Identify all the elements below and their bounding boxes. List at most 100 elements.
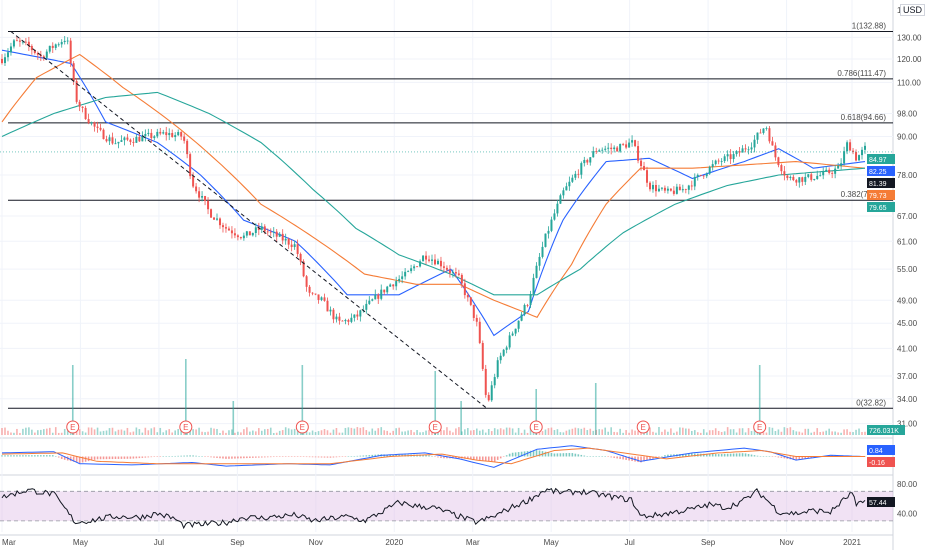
volume-bar (28, 427, 30, 435)
earnings-marker[interactable]: E (66, 420, 80, 434)
volume-bar (562, 432, 565, 435)
currency-label[interactable]: USD (900, 4, 926, 16)
volume-bar (335, 427, 338, 435)
macd-histogram-bar (320, 456, 323, 458)
value-tag-bg (867, 190, 895, 200)
candle-body (99, 127, 102, 130)
volume-bar (708, 430, 711, 435)
volume-bar (855, 429, 857, 435)
macd-histogram-bar (359, 455, 362, 457)
macd-histogram-bar (60, 456, 63, 459)
earnings-marker[interactable]: E (428, 420, 442, 434)
macd-histogram-bar (682, 453, 684, 457)
volume-bar (637, 431, 639, 435)
macd-histogram-bar (81, 456, 84, 463)
macd-histogram-bar (225, 456, 227, 459)
volume-bar (362, 427, 365, 435)
candle-body (595, 151, 598, 152)
macd-histogram-bar (111, 456, 114, 460)
candle-body (389, 284, 392, 287)
candle-body (317, 294, 320, 300)
candle-body (864, 145, 866, 150)
candle-body (60, 41, 63, 45)
candle-body (24, 41, 27, 43)
rsi-value-tag: 57.44 (867, 497, 895, 507)
trendline[interactable] (10, 30, 488, 409)
volume-bar (750, 431, 753, 435)
macd-histogram-bar (13, 455, 15, 457)
macd-histogram-bar (57, 456, 60, 458)
volume-bar (102, 430, 105, 435)
earnings-marker[interactable]: E (753, 420, 767, 434)
macd-histogram-bar (720, 453, 723, 457)
volume-bar (831, 431, 833, 435)
candle-body (126, 137, 129, 140)
candle-body (221, 225, 224, 228)
volume-bar (565, 430, 568, 435)
candle-body (511, 333, 514, 336)
volume-bar (368, 431, 371, 435)
volume-bar (583, 427, 586, 435)
volume-bar (473, 430, 475, 435)
candle-body (96, 126, 99, 128)
earnings-letter: E (183, 423, 188, 432)
candle-body (711, 164, 714, 167)
candle-body (643, 166, 646, 171)
candle-body (556, 203, 559, 214)
macd-histogram-bar (195, 455, 197, 457)
candle-body (66, 40, 69, 42)
candle-body (732, 154, 735, 160)
earnings-marker[interactable]: E (636, 420, 650, 434)
earnings-marker[interactable]: E (529, 420, 543, 434)
candle-body (678, 186, 681, 191)
volume-bar (774, 431, 777, 435)
value-tag-bg (867, 154, 895, 164)
volume-bar (511, 428, 514, 435)
macd-histogram-bar (637, 456, 639, 463)
macd-histogram-bar (520, 451, 523, 457)
volume-bar (341, 432, 344, 435)
macd-histogram-bar (544, 451, 547, 457)
volume-bar (249, 431, 251, 435)
candle-body (257, 227, 260, 230)
macd-histogram-bar (31, 455, 33, 457)
volume-bar (822, 431, 824, 435)
candle-body (45, 51, 48, 58)
time-tick-label: 2020 (385, 538, 403, 547)
volume-bar (308, 432, 311, 435)
earnings-marker[interactable]: E (295, 420, 309, 434)
earnings-marker[interactable]: E (179, 420, 193, 434)
candle-body (162, 132, 165, 134)
macd-histogram-bar (640, 456, 642, 463)
candle-body (216, 218, 219, 220)
earnings-circle (753, 420, 767, 434)
earnings-circle (428, 420, 442, 434)
macd-histogram-bar (771, 456, 774, 457)
volume-bar (849, 431, 851, 435)
volume-bar (407, 430, 409, 435)
volume-bar (141, 432, 144, 435)
volume-bar (269, 427, 272, 435)
candle-body (236, 235, 239, 238)
volume-bar (711, 430, 714, 435)
macd-histogram-bar (353, 456, 356, 457)
macd-histogram-bar (308, 456, 311, 458)
candle-body (819, 175, 822, 177)
candle-body (105, 139, 108, 142)
time-tick-label: May (544, 538, 559, 547)
candle-body (371, 299, 374, 301)
volume-bar (580, 428, 583, 435)
volume-bar (165, 430, 168, 435)
volume-bar (786, 428, 789, 435)
candle-body (87, 119, 90, 123)
macd-histogram-bar (511, 452, 514, 457)
macd-histogram-bar (210, 456, 212, 458)
volume-bar (25, 427, 27, 435)
candle-body (332, 309, 335, 320)
macd-histogram-bar (702, 453, 705, 457)
volume-bar (75, 430, 78, 435)
earnings-circle (295, 420, 309, 434)
value-tag-bg (867, 178, 895, 188)
candle-body (18, 40, 21, 42)
